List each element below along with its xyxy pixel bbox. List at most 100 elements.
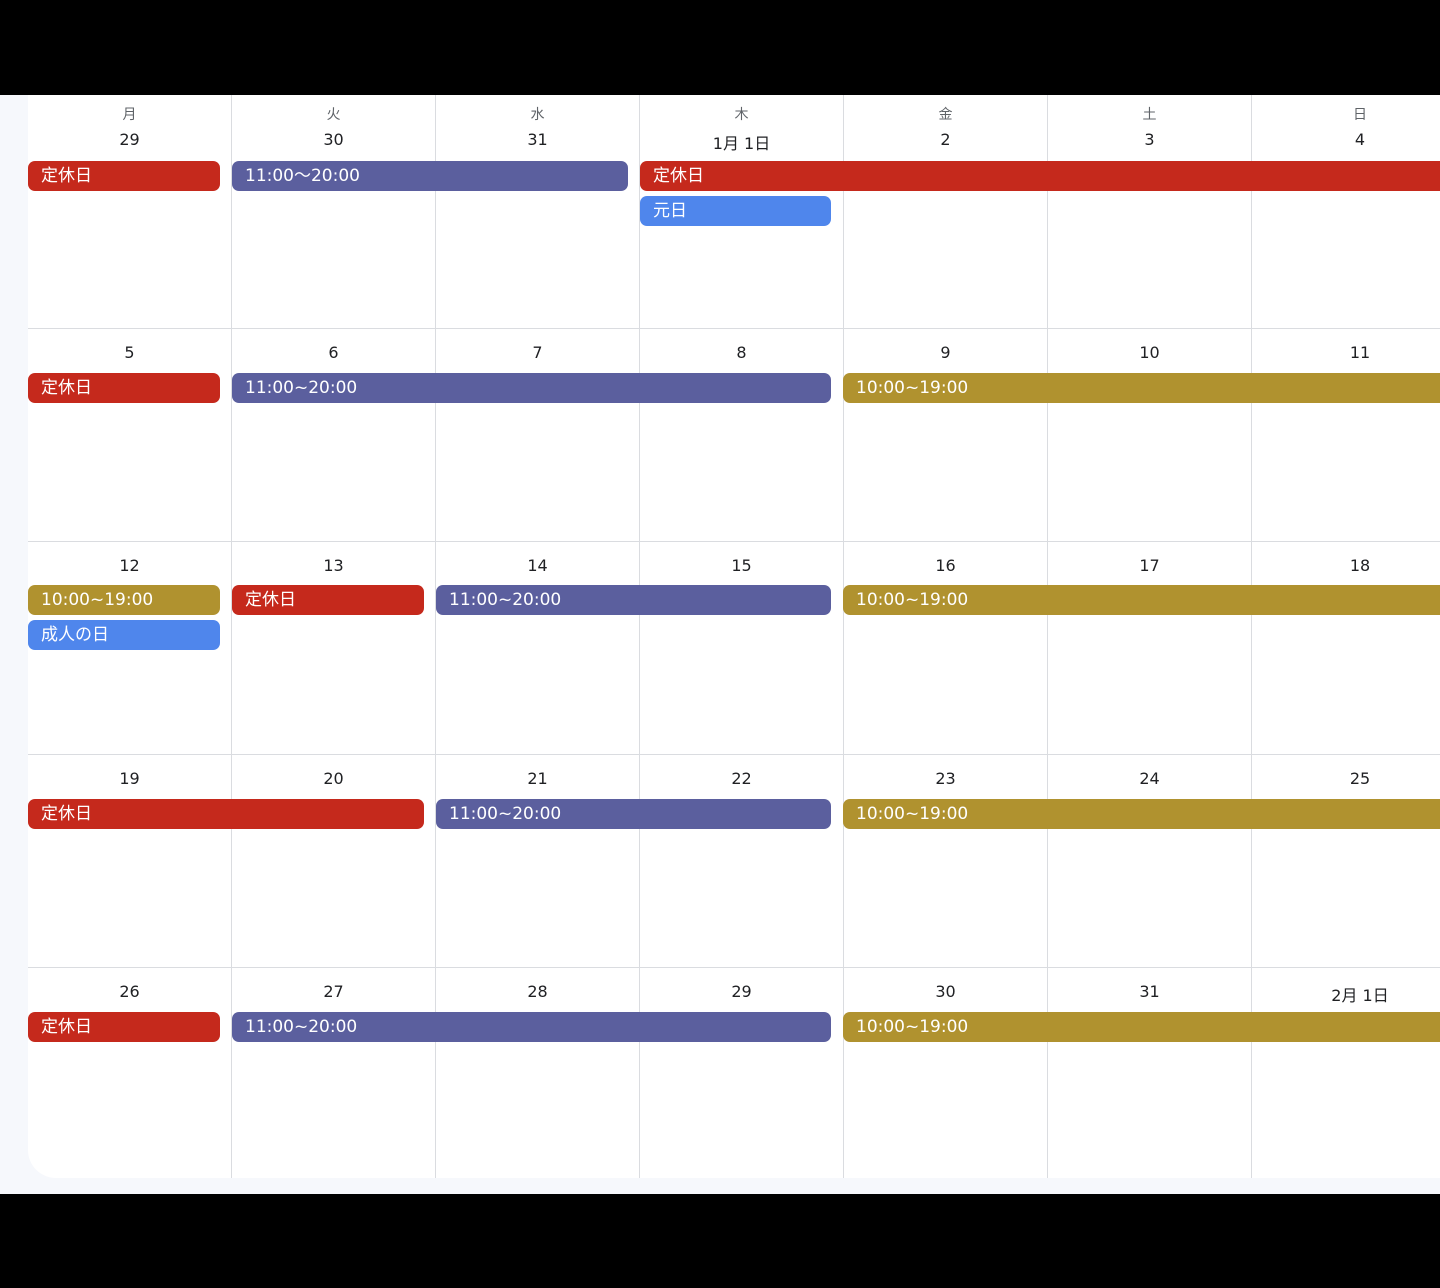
day-cell[interactable]: 29 (639, 968, 843, 1178)
day-cell[interactable]: 月 29 (28, 95, 231, 328)
day-number[interactable]: 19 (119, 769, 140, 788)
day-cell[interactable]: 金 2 (843, 95, 1047, 328)
weekday-label: 木 (734, 107, 749, 123)
day-number[interactable]: 9 (940, 343, 951, 362)
day-cell[interactable]: 10 (1047, 329, 1251, 541)
weekday-label: 火 (326, 107, 341, 123)
calendar-app: 月 29 火 30 水 31 木 1月 1日 金 2 土 3 (0, 95, 1440, 1194)
day-cell[interactable]: 21 (435, 755, 639, 967)
day-cell[interactable]: 30 (843, 968, 1047, 1178)
day-cell[interactable]: 日 4 (1251, 95, 1440, 328)
day-cell[interactable]: 木 1月 1日 (639, 95, 843, 328)
weekday-label: 水 (530, 107, 545, 123)
event-chip[interactable]: 11:00〜20:00 (232, 161, 628, 191)
day-number[interactable]: 28 (527, 982, 548, 1001)
weekday-label: 月 (122, 107, 137, 123)
day-number[interactable]: 26 (119, 982, 140, 1001)
day-number[interactable]: 7 (532, 343, 543, 362)
weekday-label: 金 (938, 107, 953, 123)
day-number[interactable]: 8 (736, 343, 747, 362)
day-number[interactable]: 15 (731, 556, 752, 575)
day-cell[interactable]: 16 (843, 542, 1047, 754)
week-row-2: 5 6 7 8 9 10 11 定休日 11:00~20:00 10:00~19… (28, 329, 1440, 542)
day-number[interactable]: 25 (1349, 769, 1371, 788)
event-chip[interactable]: 11:00~20:00 (436, 799, 831, 829)
event-chip[interactable]: 定休日 (28, 1012, 220, 1042)
day-number[interactable]: 12 (119, 556, 140, 575)
event-chip[interactable]: 定休日 (640, 161, 1440, 191)
day-cell[interactable]: 22 (639, 755, 843, 967)
day-number[interactable]: 5 (124, 343, 135, 362)
day-number[interactable]: 18 (1349, 556, 1371, 575)
event-chip[interactable]: 10:00~19:00 (28, 585, 220, 615)
day-number[interactable]: 23 (935, 769, 956, 788)
event-chip[interactable]: 定休日 (28, 799, 424, 829)
week-row-5: 26 27 28 29 30 31 2月 1日 定休日 11:00~20:00 … (28, 968, 1440, 1178)
day-cell[interactable]: 11 (1251, 329, 1440, 541)
event-chip[interactable]: 11:00~20:00 (232, 1012, 831, 1042)
day-cell[interactable]: 24 (1047, 755, 1251, 967)
day-number[interactable]: 11 (1349, 343, 1371, 362)
event-chip[interactable]: 成人の日 (28, 620, 220, 650)
day-number[interactable]: 13 (323, 556, 344, 575)
day-cell[interactable]: 28 (435, 968, 639, 1178)
day-cell[interactable]: 土 3 (1047, 95, 1251, 328)
day-number[interactable]: 31 (1139, 982, 1160, 1001)
event-chip[interactable]: 11:00~20:00 (436, 585, 831, 615)
day-cell[interactable]: 7 (435, 329, 639, 541)
day-cell[interactable]: 12 (28, 542, 231, 754)
day-number[interactable]: 10 (1139, 343, 1160, 362)
day-number[interactable]: 2月 1日 (1331, 986, 1389, 1005)
day-number[interactable]: 20 (323, 769, 344, 788)
day-cell[interactable]: 17 (1047, 542, 1251, 754)
event-chip[interactable]: 定休日 (28, 373, 220, 403)
day-cell[interactable]: 火 30 (231, 95, 435, 328)
day-number[interactable]: 27 (323, 982, 344, 1001)
day-number[interactable]: 17 (1139, 556, 1160, 575)
day-cell[interactable]: 水 31 (435, 95, 639, 328)
day-cell[interactable]: 31 (1047, 968, 1251, 1178)
day-number[interactable]: 21 (527, 769, 548, 788)
month-grid: 月 29 火 30 水 31 木 1月 1日 金 2 土 3 (28, 95, 1440, 1178)
day-cell[interactable]: 2月 1日 (1251, 968, 1440, 1178)
day-number[interactable]: 30 (935, 982, 956, 1001)
event-chip[interactable]: 定休日 (28, 161, 220, 191)
day-number[interactable]: 1月 1日 (712, 134, 771, 153)
event-chip[interactable]: 10:00~19:00 (843, 585, 1440, 615)
day-number[interactable]: 2 (940, 130, 951, 149)
event-chip[interactable]: 11:00~20:00 (232, 373, 831, 403)
day-number[interactable]: 4 (1354, 130, 1366, 149)
day-cell[interactable]: 26 (28, 968, 231, 1178)
day-cell[interactable]: 15 (639, 542, 843, 754)
day-number[interactable]: 16 (935, 556, 956, 575)
day-number[interactable]: 22 (731, 769, 752, 788)
day-cell[interactable]: 18 (1251, 542, 1440, 754)
day-number[interactable]: 24 (1139, 769, 1160, 788)
day-cell[interactable]: 25 (1251, 755, 1440, 967)
day-cell[interactable]: 20 (231, 755, 435, 967)
day-number[interactable]: 29 (731, 982, 752, 1001)
event-chip[interactable]: 元日 (640, 196, 831, 226)
weekday-label: 土 (1142, 107, 1157, 123)
day-cell[interactable]: 5 (28, 329, 231, 541)
event-chip[interactable]: 定休日 (232, 585, 424, 615)
day-number[interactable]: 6 (328, 343, 339, 362)
event-chip[interactable]: 10:00~19:00 (843, 1012, 1440, 1042)
day-number[interactable]: 3 (1144, 130, 1155, 149)
day-cell[interactable]: 27 (231, 968, 435, 1178)
event-chip[interactable]: 10:00~19:00 (843, 799, 1440, 829)
day-cell[interactable]: 19 (28, 755, 231, 967)
day-number[interactable]: 30 (323, 130, 344, 149)
day-number[interactable]: 31 (527, 130, 548, 149)
week-row-1: 月 29 火 30 水 31 木 1月 1日 金 2 土 3 (28, 95, 1440, 329)
event-chip[interactable]: 10:00~19:00 (843, 373, 1440, 403)
day-number[interactable]: 14 (527, 556, 548, 575)
day-cell[interactable]: 9 (843, 329, 1047, 541)
day-cell[interactable]: 6 (231, 329, 435, 541)
day-cell[interactable]: 13 (231, 542, 435, 754)
day-cell[interactable]: 23 (843, 755, 1047, 967)
day-number[interactable]: 29 (119, 130, 140, 149)
day-cell[interactable]: 14 (435, 542, 639, 754)
day-cell[interactable]: 8 (639, 329, 843, 541)
weekday-label: 日 (1353, 107, 1367, 123)
